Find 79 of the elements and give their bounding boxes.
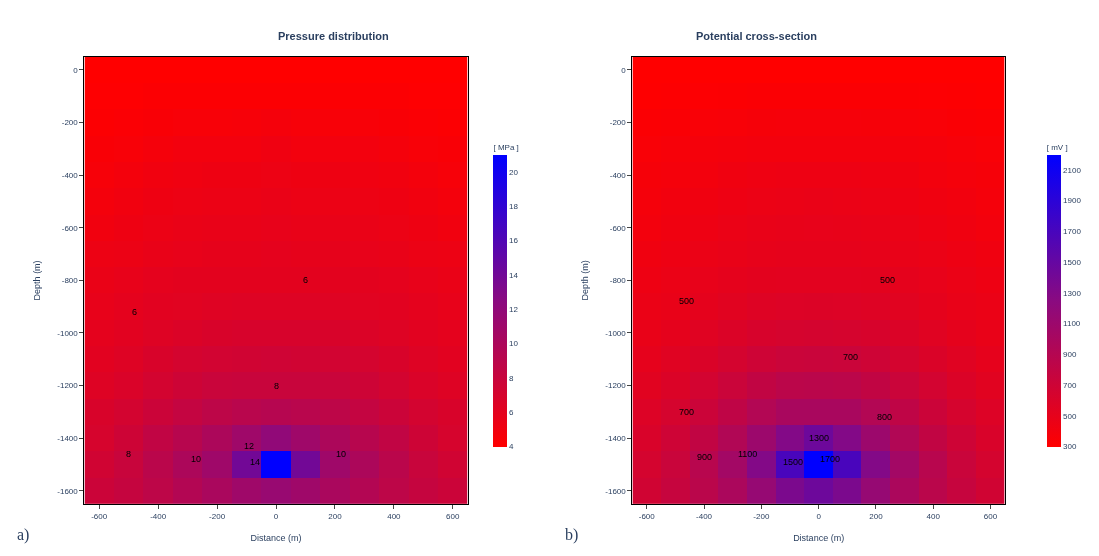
- y-tick-label: -1600: [57, 486, 79, 496]
- x-axis-title: Distance (m): [793, 533, 845, 544]
- y-axis-title: Depth (m): [579, 260, 590, 301]
- annotation: 1300: [809, 433, 830, 443]
- color-bar-label: 300: [1063, 442, 1077, 452]
- color-bar-label: 1900: [1063, 196, 1082, 206]
- color-bar-label: 16: [509, 236, 519, 246]
- color-bar-label: 6: [509, 407, 515, 417]
- y-tick-label: -1600: [605, 486, 627, 496]
- annotation: 800: [877, 412, 893, 422]
- x-axis-title: Distance (m): [250, 533, 302, 544]
- x-tick-label: 600: [983, 511, 998, 521]
- color-bar-label: 4: [509, 442, 515, 452]
- annotation: 500: [679, 296, 695, 306]
- annotation: 1100: [738, 449, 758, 459]
- y-tick-label: -200: [61, 118, 79, 128]
- color-bar-label: 1500: [1063, 257, 1082, 267]
- annotation: 10: [191, 454, 202, 464]
- y-tick-label: -1200: [57, 381, 79, 391]
- chart-title: Potential cross-section: [696, 30, 818, 42]
- y-tick-label: -1400: [605, 433, 627, 443]
- y-tick-label: 0: [621, 65, 627, 75]
- annotation: 700: [843, 352, 859, 362]
- text: b): [565, 526, 579, 544]
- y-tick-label: -200: [609, 118, 627, 128]
- x-tick-label: -200: [753, 511, 770, 521]
- color-bar-label: 1700: [1063, 227, 1082, 237]
- x-tick-label: 200: [869, 511, 884, 521]
- color-bar-label: 700: [1063, 380, 1077, 390]
- annotation: 12: [244, 441, 255, 451]
- annotation: 6: [132, 307, 138, 317]
- color-bar-label: 12: [509, 304, 519, 314]
- x-tick-label: -400: [150, 511, 167, 521]
- y-tick-label: -800: [61, 276, 79, 286]
- x-tick-label: -600: [91, 511, 108, 521]
- annotation: 8: [274, 381, 280, 391]
- y-tick-label: -400: [609, 170, 627, 180]
- x-tick-label: 0: [816, 511, 822, 521]
- y-tick-label: -600: [61, 223, 79, 233]
- y-tick-label: 0: [73, 65, 79, 75]
- color-bar-label: 1100: [1063, 319, 1081, 329]
- x-tick-label: -600: [638, 511, 656, 521]
- annotation: 500: [880, 275, 896, 285]
- annotation: 1700: [820, 454, 841, 464]
- y-tick-label: -600: [609, 223, 627, 233]
- color-bar-title: [ MPa ]: [493, 142, 519, 152]
- y-tick-label: -800: [609, 276, 627, 286]
- annotation: 700: [679, 407, 695, 417]
- x-tick-label: 0: [273, 511, 279, 521]
- annotation: 6: [303, 275, 309, 285]
- color-bar-label: 8: [509, 373, 515, 383]
- y-tick-label: -1200: [605, 381, 627, 391]
- color-bar-label: 500: [1063, 411, 1077, 421]
- y-tick-label: -1000: [605, 328, 627, 338]
- color-bar-label: 10: [509, 339, 519, 349]
- color-bar-label: 14: [509, 270, 519, 280]
- y-tick-label: -1400: [57, 433, 79, 443]
- annotation: 1500: [783, 457, 804, 467]
- chart-title: Pressure distribution: [278, 30, 389, 42]
- annotation: 900: [697, 452, 713, 462]
- color-bar-label: 18: [509, 201, 519, 211]
- color-bar-label: 900: [1063, 350, 1077, 360]
- x-tick-label: 400: [387, 511, 402, 521]
- text: a): [17, 526, 30, 544]
- color-bar-label: 20: [509, 167, 519, 177]
- annotation: 8: [126, 449, 132, 459]
- x-tick-label: -400: [696, 511, 713, 521]
- y-axis-title: Depth (m): [31, 260, 42, 301]
- x-tick-label: 200: [328, 511, 343, 521]
- x-tick-label: 600: [446, 511, 461, 521]
- y-tick-label: -400: [61, 170, 79, 180]
- x-tick-label: 400: [926, 511, 941, 521]
- x-tick-label: -200: [209, 511, 226, 521]
- color-bar-label: 2100: [1063, 165, 1082, 175]
- annotation: 14: [250, 457, 261, 467]
- y-tick-label: -1000: [57, 328, 79, 338]
- annotation: 10: [336, 449, 347, 459]
- color-bar-label: 1300: [1063, 288, 1082, 298]
- color-bar-title: [ mV ]: [1046, 142, 1068, 152]
